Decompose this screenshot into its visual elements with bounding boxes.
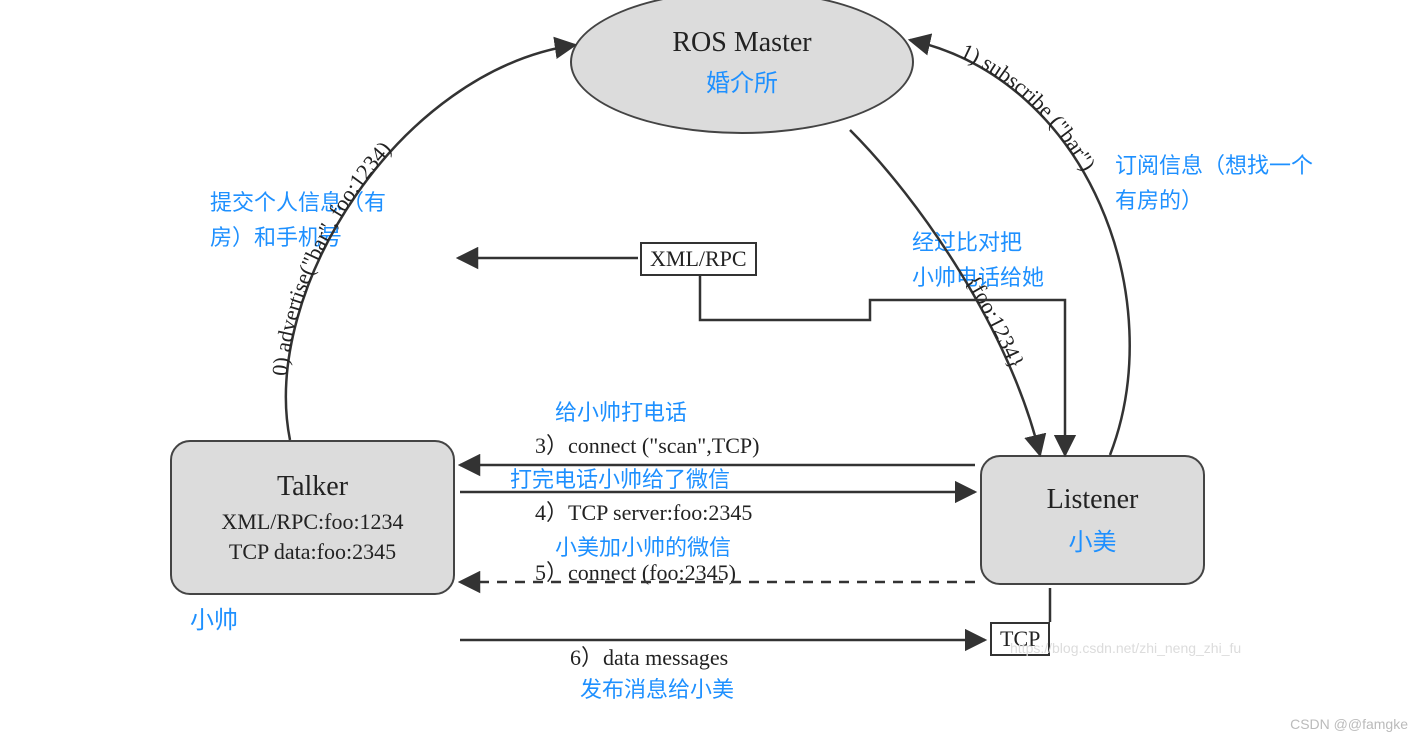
- svg-text:1) subscribe ("bar"): 1) subscribe ("bar"): [957, 38, 1101, 175]
- anno-sub-info-l2: 有房的）: [1115, 188, 1203, 213]
- anno-match: 经过比对把 小帅电话给她: [912, 225, 1044, 295]
- talker-line2: XML/RPC:foo:1234: [221, 509, 403, 535]
- footer-watermark: CSDN @@famgke: [1290, 716, 1408, 732]
- node-talker: Talker XML/RPC:foo:1234 TCP data:foo:234…: [170, 440, 455, 595]
- anno-submit-info-l1: 提交个人信息（有: [210, 190, 386, 215]
- ros-master-title: ROS Master: [672, 27, 811, 59]
- anno-call: 给小帅打电话: [555, 395, 687, 427]
- anno-sub-info-l1: 订阅信息（想找一个: [1115, 153, 1313, 178]
- anno-wechat-give: 打完电话小帅给了微信: [510, 462, 730, 494]
- listener-subtitle: 小美: [1069, 522, 1117, 557]
- talker-title: Talker: [277, 471, 348, 503]
- anno-submit-info: 提交个人信息（有 房）和手机号: [210, 185, 386, 255]
- anno-subscribe-info: 订阅信息（想找一个 有房的）: [1115, 148, 1313, 218]
- ros-master-subtitle: 婚介所: [706, 63, 778, 98]
- node-ros-master: ROS Master 婚介所: [570, 0, 914, 134]
- step4-label: 4）TCP server:foo:2345: [535, 495, 752, 527]
- node-listener: Listener 小美: [980, 455, 1205, 585]
- svg-text:0) advertise("bar", foo:1234): 0) advertise("bar", foo:1234): [267, 136, 396, 377]
- anno-match-l1: 经过比对把: [912, 230, 1022, 255]
- step6-label: 6）data messages: [570, 640, 728, 672]
- subscribe-text: 1) subscribe ("bar"): [957, 38, 1101, 175]
- advertise-text: 0) advertise("bar", foo:1234): [267, 136, 396, 377]
- anno-publish: 发布消息给小美: [580, 672, 734, 704]
- diagram-canvas: ROS Master 婚介所 Talker XML/RPC:foo:1234 T…: [0, 0, 1420, 740]
- talker-footer: 小帅: [190, 600, 238, 635]
- faint-watermark: https://blog.csdn.net/zhi_neng_zhi_fu: [1010, 640, 1241, 656]
- talker-line3: TCP data:foo:2345: [229, 539, 396, 565]
- anno-submit-info-l2: 房）和手机号: [210, 225, 342, 250]
- anno-match-l2: 小帅电话给她: [912, 265, 1044, 290]
- step3-label: 3）connect ("scan",TCP): [535, 428, 759, 460]
- listener-title: Listener: [1047, 484, 1139, 516]
- xmlrpc-box: XML/RPC: [640, 242, 757, 276]
- step5-label: 5）connect (foo:2345): [535, 555, 736, 587]
